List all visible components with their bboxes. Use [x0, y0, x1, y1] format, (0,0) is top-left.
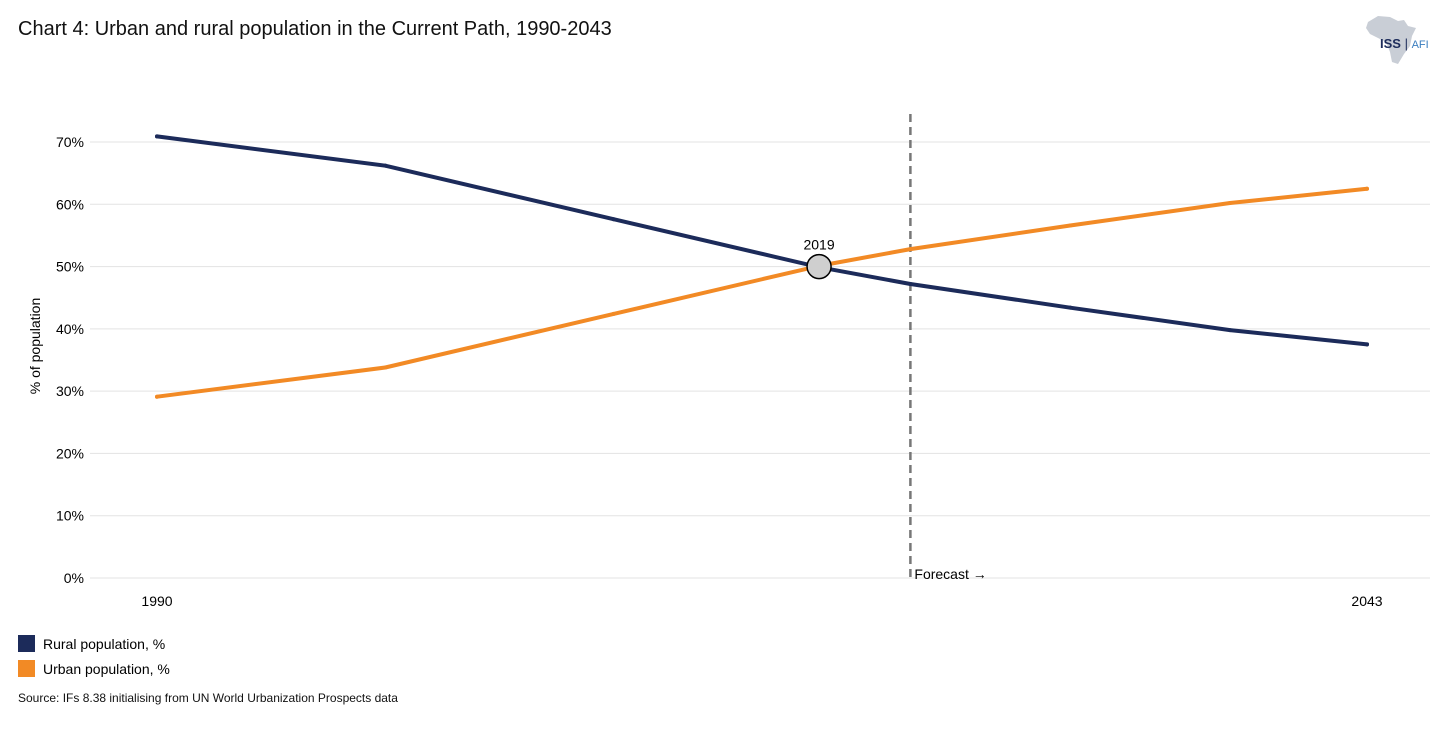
data-point-rural: [908, 282, 913, 287]
africa-map-logo-icon: [1366, 16, 1416, 64]
data-point-rural: [1068, 305, 1073, 310]
series-line-rural: [155, 134, 1369, 347]
page-title: Chart 4: Urban and rural population in t…: [18, 18, 612, 40]
legend-swatch-urban: [18, 660, 35, 677]
data-point-urban: [611, 311, 616, 316]
legend-label-urban: Urban population, %: [43, 660, 170, 677]
y-tick-label: 70%: [56, 134, 84, 150]
x-tick-label: 1990: [141, 593, 172, 609]
iss-afi-logo: ISS | AFI: [1380, 36, 1429, 51]
y-tick-label: 0%: [64, 570, 84, 586]
data-point-urban: [908, 247, 913, 252]
data-point-urban: [1228, 201, 1233, 206]
forecast-label: Forecast →: [914, 566, 986, 582]
y-axis-label: % of population: [27, 298, 43, 395]
crossover-marker: [806, 253, 832, 280]
data-point-urban: [155, 394, 159, 399]
chart-legend: Rural population, % Urban population, %: [18, 631, 170, 681]
y-tick-label: 40%: [56, 321, 84, 337]
y-tick-label: 10%: [56, 508, 84, 524]
y-tick-label: 60%: [56, 196, 84, 212]
data-point-urban: [383, 365, 388, 370]
data-point-rural: [1228, 328, 1233, 333]
y-tick-label: 30%: [56, 383, 84, 399]
legend-swatch-rural: [18, 635, 35, 652]
legend-item-rural: Rural population, %: [18, 631, 170, 656]
logo-iss-text: ISS: [1380, 36, 1401, 51]
data-point-rural: [611, 217, 616, 222]
crossover-marker-label: 2019: [803, 237, 834, 253]
legend-item-urban: Urban population, %: [18, 656, 170, 681]
data-point-urban: [1365, 186, 1369, 191]
data-point-rural: [383, 163, 388, 168]
x-tick-label: 2043: [1351, 593, 1382, 609]
y-tick-label: 50%: [56, 259, 84, 275]
y-tick-label: 20%: [56, 445, 84, 461]
series-line-urban: [155, 186, 1369, 399]
logo-afi-text: AFI: [1411, 39, 1429, 51]
data-point-urban: [1068, 223, 1073, 228]
source-note: Source: IFs 8.38 initialising from UN Wo…: [18, 691, 398, 705]
data-point-rural: [1365, 342, 1369, 347]
data-point-rural: [155, 134, 159, 139]
legend-label-rural: Rural population, %: [43, 635, 166, 652]
